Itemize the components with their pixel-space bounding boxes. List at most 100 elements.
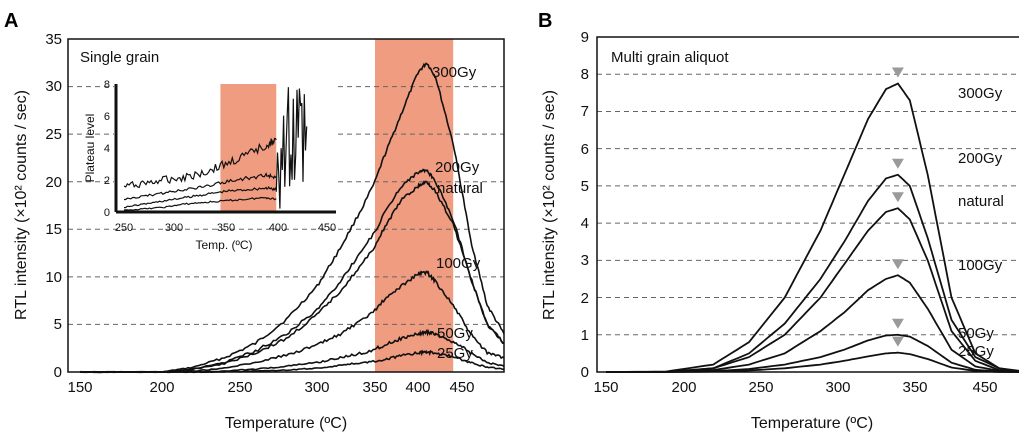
panel-b: B Multi grain aliquot 0 1 2 3 4 5 6 7 8 …	[538, 10, 1019, 432]
a-x-tick-150: 150	[67, 379, 92, 396]
b-label-100gy: 100Gy	[958, 257, 1003, 274]
panel-a-y-axis-title: RTL intensity (×10² counts / sec)	[13, 90, 30, 320]
b-y-tick-6: 6	[581, 141, 589, 158]
inset-y-axis-title: Plateau level	[83, 114, 97, 183]
b-x-tick-300: 300	[825, 379, 850, 396]
inset-noisy-tail	[275, 87, 308, 209]
b-label-natural: natural	[958, 193, 1004, 210]
a-label-50gy: 50Gy	[437, 325, 473, 342]
a-series-natural	[79, 180, 505, 374]
b-y-tick-8: 8	[581, 66, 589, 83]
panel-a-x-ticks: 150 200 250 300 350 400 450	[67, 379, 474, 396]
panel-b-series-labels: 300Gy 200Gy natural 100Gy 50Gy 25Gy	[958, 85, 1004, 360]
inset-series-0	[123, 137, 277, 189]
b-y-tick-7: 7	[581, 103, 589, 120]
b-label-200gy: 200Gy	[958, 150, 1003, 167]
b-y-tick-4: 4	[581, 215, 589, 232]
a-x-tick-450: 450	[449, 379, 474, 396]
inset-y-tick-6: 6	[104, 111, 110, 123]
a-y-tick-5: 5	[54, 316, 62, 333]
inset-x-tick-350: 350	[217, 222, 235, 234]
a-series-100gy	[79, 270, 505, 374]
panel-b-y-axis-title: RTL intensity (×10² counts / sec)	[541, 90, 558, 320]
a-y-tick-0: 0	[54, 364, 62, 381]
b-x-tick-150: 150	[593, 379, 618, 396]
panel-b-curves	[605, 82, 1019, 373]
b-y-tick-2: 2	[581, 290, 589, 307]
a-series-300gy	[79, 62, 505, 374]
panel-a-x-axis-title: Temperature (ºC)	[225, 415, 347, 432]
a-x-tick-250: 250	[227, 379, 252, 396]
a-highlight-band-rect	[375, 39, 454, 372]
inset-series-2	[123, 186, 277, 209]
a-y-tick-25: 25	[45, 126, 62, 143]
a-x-tick-300: 300	[304, 379, 329, 396]
b-series-natural	[606, 207, 1019, 373]
a-y-tick-15: 15	[45, 221, 62, 238]
panel-b-x-ticks: 150 200 250 300 350 450	[593, 379, 997, 396]
panel-a-y-ticks: 0 5 10 15 20 25 30 35	[45, 31, 62, 381]
inset-y-tick-0: 0	[104, 207, 110, 219]
b-label-50gy: 50Gy	[958, 325, 994, 342]
inset-x-tick-300: 300	[165, 222, 183, 234]
inset-curves	[123, 87, 308, 211]
inset-y-tick-2: 2	[104, 175, 110, 187]
b-y-tick-1: 1	[581, 327, 589, 344]
b-label-25gy: 25Gy	[958, 343, 994, 360]
a-label-natural: natural	[437, 180, 483, 197]
inset-x-tick-250: 250	[115, 222, 133, 234]
a-x-tick-350: 350	[362, 379, 387, 396]
b-y-tick-5: 5	[581, 178, 589, 195]
panel-a-inset: 0 2 4 6 8 250 300 350 400 450 Temp. (ºC)…	[83, 79, 336, 252]
inset-x-axis-title: Temp. (ºC)	[195, 238, 252, 252]
inset-series-3	[123, 196, 277, 211]
panel-b-plot-frame	[596, 36, 1019, 373]
b-y-tick-9: 9	[581, 29, 589, 46]
panel-b-x-axis-title: Temperature (ºC)	[751, 415, 873, 432]
b-peak-marker-300gy	[891, 67, 904, 78]
b-peak-marker-200gy	[891, 158, 904, 169]
inset-x-tick-450: 450	[318, 222, 336, 234]
b-series-200gy	[606, 173, 1019, 373]
a-x-tick-200: 200	[149, 379, 174, 396]
panel-a: A Single grain 0 5 10 15 20 25 30 35 150…	[4, 10, 505, 432]
panel-a-plot-frame	[67, 38, 505, 373]
b-y-tick-3: 3	[581, 252, 589, 269]
inset-highlight-band-rect	[220, 84, 277, 212]
a-y-tick-35: 35	[45, 31, 62, 48]
b-x-tick-350: 350	[902, 379, 927, 396]
b-series-100gy	[606, 274, 1019, 373]
b-series-50gy	[606, 333, 1019, 373]
panel-b-peak-markers	[891, 67, 904, 347]
panel-letter-b: B	[538, 10, 552, 32]
a-label-200gy: 200Gy	[435, 159, 480, 176]
a-label-100gy: 100Gy	[436, 255, 481, 272]
inset-series-1	[124, 172, 277, 201]
a-y-tick-20: 20	[45, 174, 62, 191]
panel-letter-a: A	[4, 10, 18, 32]
b-series-25gy	[606, 351, 1019, 373]
panel-b-y-ticks: 0 1 2 3 4 5 6 7 8 9	[581, 29, 589, 381]
inset-x-tick-400: 400	[269, 222, 287, 234]
a-label-25gy: 25Gy	[437, 345, 473, 362]
a-y-tick-30: 30	[45, 78, 62, 95]
b-x-tick-200: 200	[671, 379, 696, 396]
b-label-300gy: 300Gy	[958, 85, 1003, 102]
a-label-300gy: 300Gy	[432, 64, 477, 81]
panel-b-plot-title: Multi grain aliquot	[611, 49, 729, 66]
inset-highlight-band	[220, 84, 277, 212]
b-peak-marker-25gy	[891, 336, 904, 347]
panel-a-highlight-band	[375, 39, 454, 372]
a-y-tick-10: 10	[45, 269, 62, 286]
b-x-tick-450: 450	[972, 379, 997, 396]
b-series-300gy	[605, 82, 1019, 373]
b-peak-marker-natural	[891, 192, 904, 203]
panel-a-series-labels: 300Gy 200Gy natural 100Gy 50Gy 25Gy	[432, 64, 483, 362]
b-y-tick-0: 0	[581, 364, 589, 381]
b-peak-marker-100gy	[891, 259, 904, 270]
b-x-tick-250: 250	[748, 379, 773, 396]
inset-y-tick-8: 8	[104, 79, 110, 91]
b-peak-marker-50gy	[891, 318, 904, 329]
inset-y-tick-4: 4	[104, 143, 110, 155]
